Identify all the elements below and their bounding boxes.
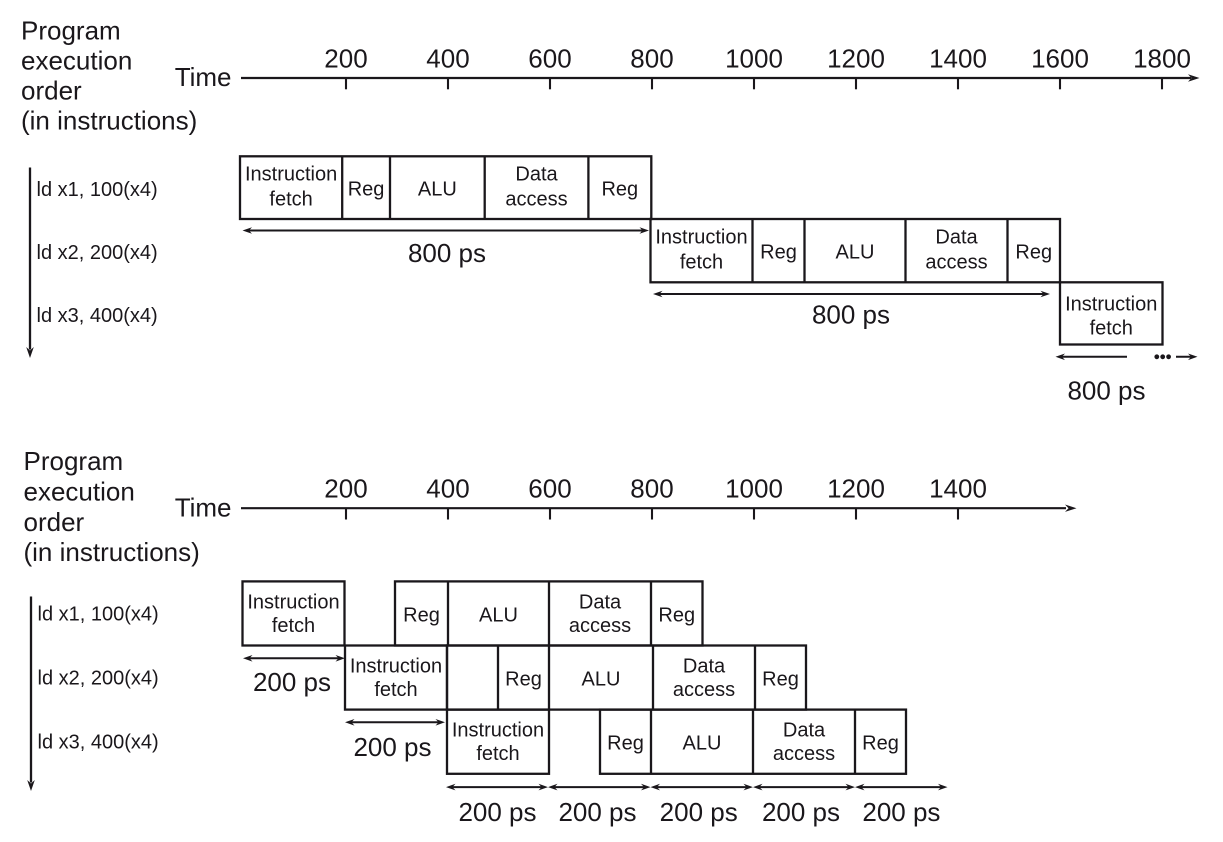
svg-text:200 ps: 200 ps <box>353 732 431 762</box>
svg-text:(in instructions): (in instructions) <box>24 537 200 567</box>
svg-text:Data: Data <box>579 591 622 613</box>
svg-text:Reg: Reg <box>403 604 440 626</box>
svg-text:Instruction: Instruction <box>1065 293 1157 315</box>
svg-text:1200: 1200 <box>827 474 885 504</box>
svg-text:1400: 1400 <box>929 474 987 504</box>
svg-text:1000: 1000 <box>725 474 783 504</box>
svg-text:fetch: fetch <box>269 189 312 211</box>
svg-text:ld x3, 400(x4): ld x3, 400(x4) <box>37 305 158 327</box>
svg-text:400: 400 <box>426 44 469 74</box>
svg-text:800: 800 <box>630 44 673 74</box>
svg-text:800: 800 <box>630 474 673 504</box>
svg-text:1400: 1400 <box>929 44 987 74</box>
svg-text:ALU: ALU <box>418 179 457 201</box>
svg-text:order: order <box>21 75 82 105</box>
svg-text:ld x2, 200(x4): ld x2, 200(x4) <box>37 242 158 264</box>
svg-text:Data: Data <box>783 720 826 742</box>
svg-text:200 ps: 200 ps <box>458 797 536 827</box>
svg-text:1200: 1200 <box>827 44 885 74</box>
svg-text:Reg: Reg <box>607 733 644 755</box>
svg-text:ALU: ALU <box>582 669 621 691</box>
svg-text:600: 600 <box>528 474 571 504</box>
svg-text:Data: Data <box>935 227 978 249</box>
svg-text:ALU: ALU <box>836 242 875 264</box>
svg-text:800 ps: 800 ps <box>408 238 486 268</box>
svg-text:ld x3, 400(x4): ld x3, 400(x4) <box>38 732 159 754</box>
svg-text:200: 200 <box>324 44 367 74</box>
svg-text:Reg: Reg <box>862 733 899 755</box>
svg-text:Reg: Reg <box>658 604 695 626</box>
svg-text:fetch: fetch <box>680 252 723 274</box>
svg-text:1600: 1600 <box>1031 44 1089 74</box>
svg-text:fetch: fetch <box>476 743 519 765</box>
svg-text:access: access <box>773 743 835 765</box>
svg-text:Data: Data <box>515 164 558 186</box>
svg-text:Instruction: Instruction <box>350 656 442 678</box>
svg-text:access: access <box>925 252 987 274</box>
svg-text:Instruction: Instruction <box>452 720 544 742</box>
svg-text:200 ps: 200 ps <box>862 797 940 827</box>
svg-text:access: access <box>569 615 631 637</box>
svg-text:Time: Time <box>175 493 232 523</box>
svg-text:fetch: fetch <box>272 615 315 637</box>
svg-text:execution: execution <box>21 45 132 75</box>
svg-text:access: access <box>505 189 567 211</box>
svg-text:fetch: fetch <box>1090 317 1133 339</box>
svg-text:Reg: Reg <box>1015 242 1052 264</box>
svg-text:200 ps: 200 ps <box>558 797 636 827</box>
svg-text:access: access <box>673 679 735 701</box>
svg-text:(in instructions): (in instructions) <box>21 105 197 135</box>
svg-text:Program: Program <box>21 15 121 45</box>
svg-text:Reg: Reg <box>762 669 799 691</box>
svg-text:ALU: ALU <box>479 604 518 626</box>
svg-text:Program: Program <box>24 446 124 476</box>
svg-text:Reg: Reg <box>348 179 385 201</box>
svg-text:Instruction: Instruction <box>245 164 337 186</box>
svg-text:200 ps: 200 ps <box>660 797 738 827</box>
svg-text:Reg: Reg <box>601 179 638 201</box>
svg-text:Data: Data <box>683 656 726 678</box>
svg-text:Time: Time <box>175 62 232 92</box>
svg-text:ALU: ALU <box>683 733 722 755</box>
svg-text:Reg: Reg <box>760 242 797 264</box>
svg-text:order: order <box>24 507 85 537</box>
svg-text:Instruction: Instruction <box>655 227 747 249</box>
svg-text:200: 200 <box>324 474 367 504</box>
svg-text:200 ps: 200 ps <box>762 797 840 827</box>
svg-text:1000: 1000 <box>725 44 783 74</box>
svg-text:400: 400 <box>426 474 469 504</box>
svg-text:600: 600 <box>528 44 571 74</box>
svg-text:800 ps: 800 ps <box>812 300 890 330</box>
svg-text:ld x1, 100(x4): ld x1, 100(x4) <box>37 179 158 201</box>
svg-text:ld x1, 100(x4): ld x1, 100(x4) <box>38 603 159 625</box>
svg-text:execution: execution <box>24 476 135 506</box>
svg-text:ld x2, 200(x4): ld x2, 200(x4) <box>38 668 159 690</box>
svg-text:200 ps: 200 ps <box>253 667 331 697</box>
svg-text:800 ps: 800 ps <box>1067 376 1145 406</box>
svg-text:1800: 1800 <box>1133 44 1191 74</box>
svg-text:Reg: Reg <box>505 669 542 691</box>
svg-text:Instruction: Instruction <box>247 591 339 613</box>
svg-text:fetch: fetch <box>374 679 417 701</box>
